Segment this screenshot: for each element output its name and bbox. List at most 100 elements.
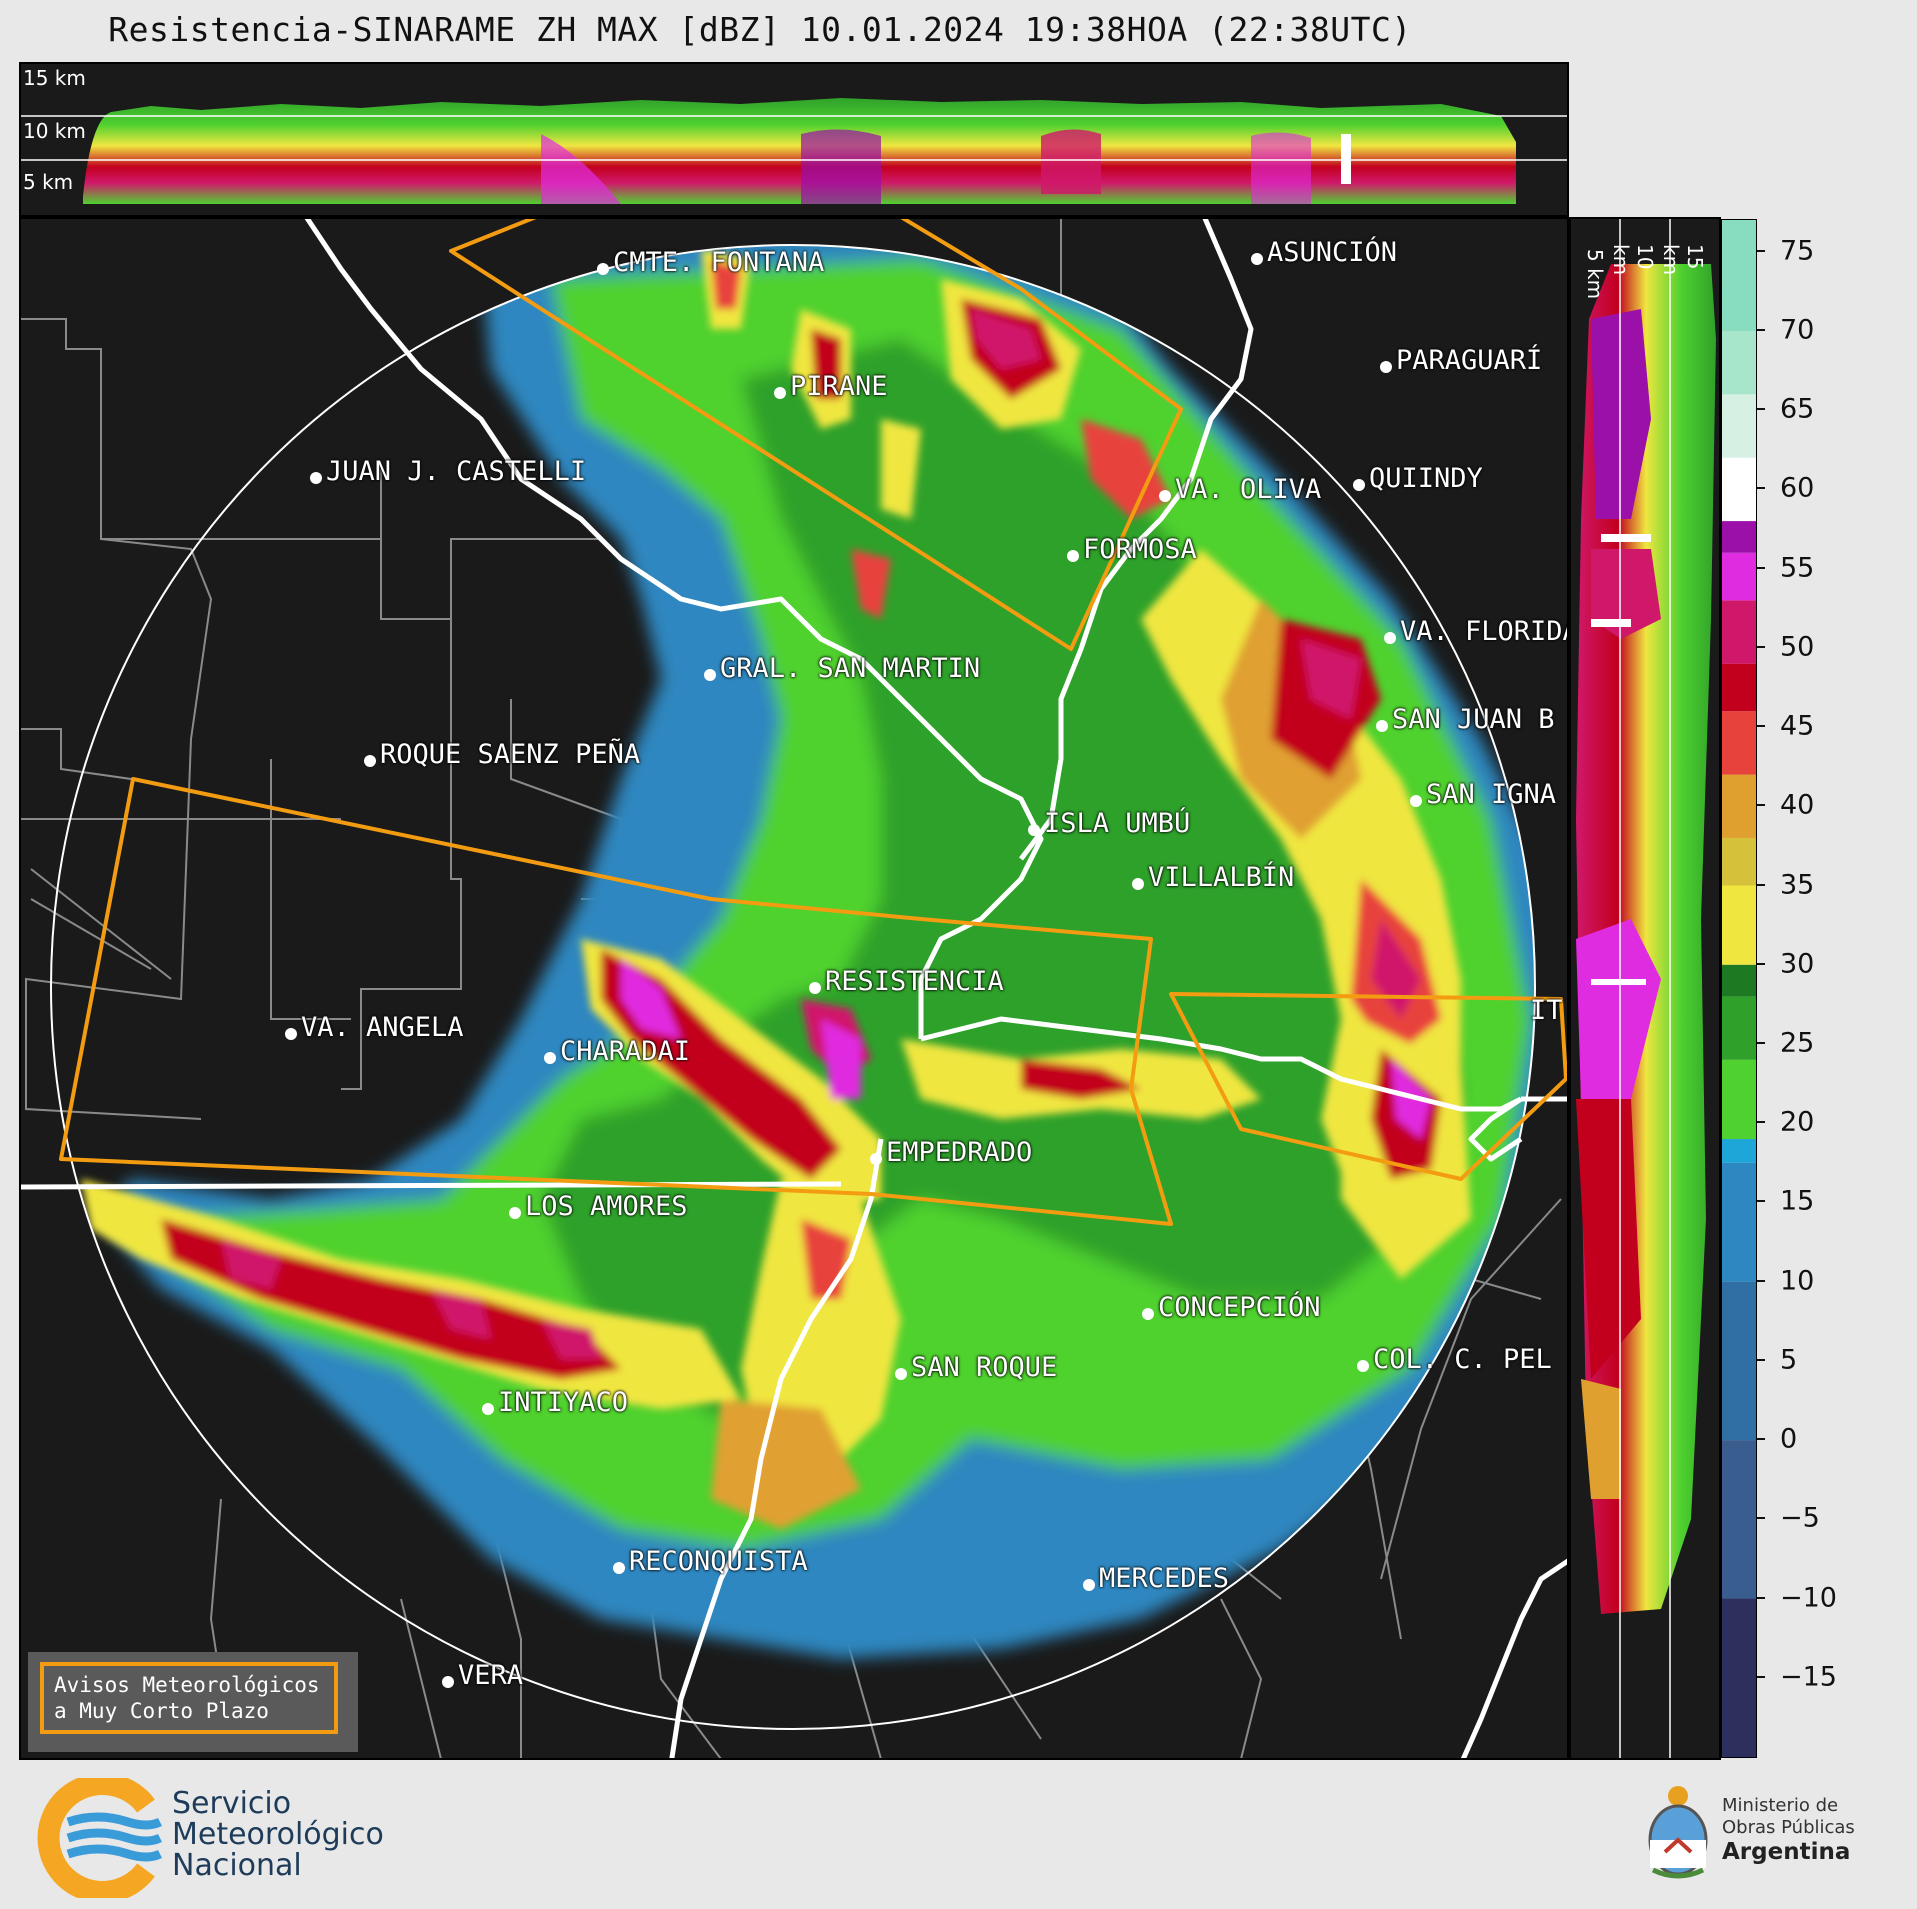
colorbar-tick-label: 50 bbox=[1780, 631, 1815, 663]
city-dot bbox=[1251, 253, 1263, 265]
city-dot bbox=[544, 1052, 556, 1064]
city-dot bbox=[1353, 479, 1365, 491]
colorbar-tick-mark bbox=[1757, 1596, 1765, 1599]
side-height-label-5: 5 km bbox=[1583, 249, 1607, 300]
colorbar-segment bbox=[1722, 711, 1756, 775]
colorbar-tick-mark bbox=[1757, 1358, 1765, 1361]
smn-line-3: Nacional bbox=[172, 1848, 302, 1883]
colorbar-tick-mark bbox=[1757, 962, 1765, 965]
colorbar-segment bbox=[1722, 1598, 1756, 1757]
city-dot bbox=[1067, 550, 1079, 562]
colorbar-tick-mark bbox=[1757, 408, 1765, 411]
city-dot bbox=[1357, 1360, 1369, 1372]
colorbar-segment bbox=[1722, 1162, 1756, 1282]
smn-line-1: Servicio bbox=[172, 1786, 292, 1821]
colorbar-tick-mark bbox=[1757, 328, 1765, 331]
range-ring bbox=[50, 244, 1536, 1730]
warning-legend-frame: Avisos Meteorológicos a Muy Corto Plazo bbox=[40, 1662, 338, 1734]
city-label-formosa: FORMOSA bbox=[1083, 534, 1197, 565]
city-dot bbox=[597, 263, 609, 275]
city-dot bbox=[1083, 1579, 1095, 1591]
colorbar-segment bbox=[1722, 996, 1756, 1060]
colorbar-gradient bbox=[1722, 220, 1756, 1757]
city-dot bbox=[1159, 490, 1171, 502]
city-label-san-juan-b: SAN JUAN B bbox=[1392, 704, 1555, 735]
city-dot bbox=[895, 1368, 907, 1380]
city-label-pirane: PIRANE bbox=[790, 371, 888, 402]
colorbar-tick-label: 45 bbox=[1780, 710, 1815, 742]
colorbar-tick-label: 5 bbox=[1780, 1344, 1798, 1376]
ministry-logo-text: Ministerio de Obras Públicas Argentina bbox=[1722, 1795, 1855, 1865]
warning-polygon-east bbox=[1169, 992, 1567, 1181]
colorbar-segment bbox=[1722, 885, 1756, 965]
city-label-roque-saenz-pena: ROQUE SAENZ PEÑA bbox=[380, 739, 641, 770]
smn-line-2: Meteorológico bbox=[172, 1817, 384, 1852]
city-dot bbox=[509, 1207, 521, 1219]
top-cross-section: 15 km 10 km 5 km bbox=[19, 62, 1569, 217]
city-dot bbox=[704, 669, 716, 681]
city-label-empedrado: EMPEDRADO bbox=[886, 1137, 1033, 1168]
colorbar-tick-label: 10 bbox=[1780, 1265, 1815, 1297]
colorbar-segment bbox=[1722, 1440, 1756, 1599]
colorbar-tick-label: 40 bbox=[1780, 789, 1815, 821]
city-label-villalbin: VILLALBÍN bbox=[1148, 862, 1295, 893]
top-height-label-10: 10 km bbox=[23, 119, 86, 143]
city-label-isla-umbu: ISLA UMBÚ bbox=[1044, 808, 1191, 839]
colorbar-tick-label: 30 bbox=[1780, 948, 1815, 980]
colorbar-tick-mark bbox=[1757, 566, 1765, 569]
top-height-label-15: 15 km bbox=[23, 66, 86, 90]
city-dot bbox=[870, 1153, 882, 1165]
colorbar-tick-label: 70 bbox=[1780, 314, 1815, 346]
city-label-juan-j-castelli: JUAN J. CASTELLI bbox=[326, 456, 587, 487]
colorbar-segment bbox=[1722, 394, 1756, 458]
colorbar-segment bbox=[1722, 774, 1756, 838]
colorbar-segment bbox=[1722, 457, 1756, 522]
warning-polygon-north bbox=[449, 219, 1183, 651]
colorbar-tick-mark bbox=[1757, 804, 1765, 807]
city-label-san-roque: SAN ROQUE bbox=[911, 1352, 1058, 1383]
city-dot bbox=[1380, 361, 1392, 373]
colorbar-segment bbox=[1722, 1139, 1756, 1163]
colorbar-tick-label: 25 bbox=[1780, 1027, 1815, 1059]
city-dot bbox=[310, 472, 322, 484]
ministry-shield-icon bbox=[1648, 1786, 1708, 1879]
city-label-asuncion: ASUNCIÓN bbox=[1267, 237, 1398, 268]
city-label-va-oliva: VA. OLIVA bbox=[1175, 474, 1322, 505]
colorbar-tick-mark bbox=[1757, 1675, 1765, 1678]
colorbar-segment bbox=[1722, 330, 1756, 395]
city-label-paraguari: PARAGUARÍ bbox=[1396, 345, 1543, 376]
side-cross-section: 5 km 10 km 15 km bbox=[1569, 217, 1721, 1760]
smn-logo-text: Servicio Meteorológico Nacional bbox=[172, 1788, 384, 1881]
colorbar-tick-mark bbox=[1757, 883, 1765, 886]
colorbar-tick-mark bbox=[1757, 1200, 1765, 1203]
colorbar-tick-mark bbox=[1757, 487, 1765, 490]
colorbar-tick-label: 60 bbox=[1780, 472, 1815, 504]
city-label-va-angela: VA. ANGELA bbox=[301, 1012, 464, 1043]
colorbar-tick-mark bbox=[1757, 1041, 1765, 1044]
city-label-concepcion: CONCEPCIÓN bbox=[1158, 1292, 1321, 1323]
radar-map-image bbox=[21, 219, 1567, 1758]
colorbar-tick-label: 35 bbox=[1780, 869, 1815, 900]
city-dot bbox=[1376, 720, 1388, 732]
colorbar-segment bbox=[1722, 1281, 1756, 1441]
city-dot bbox=[1028, 824, 1040, 836]
city-label-quiindy: QUIINDY bbox=[1369, 463, 1483, 494]
colorbar-tick-mark bbox=[1757, 249, 1765, 252]
colorbar-tick-label: −10 bbox=[1780, 1582, 1837, 1614]
colorbar-tick-label: 65 bbox=[1780, 393, 1815, 425]
smn-logo-icon bbox=[37, 1778, 163, 1898]
colorbar-segment bbox=[1722, 220, 1756, 331]
city-dot bbox=[482, 1403, 494, 1415]
city-dot bbox=[1384, 632, 1396, 644]
colorbar-tick-mark bbox=[1757, 1279, 1765, 1282]
city-label-it: IT bbox=[1530, 995, 1563, 1026]
city-dot bbox=[442, 1676, 454, 1688]
colorbar-segment bbox=[1722, 1059, 1756, 1140]
ministry-line-3: Argentina bbox=[1722, 1839, 1851, 1865]
colorbar-segment bbox=[1722, 964, 1756, 997]
colorbar-segment bbox=[1722, 600, 1756, 664]
colorbar-segment bbox=[1722, 837, 1756, 886]
side-cross-section-image bbox=[1576, 219, 1716, 1758]
chart-title: Resistencia-SINARAME ZH MAX [dBZ] 10.01.… bbox=[108, 10, 1412, 49]
city-dot bbox=[1410, 795, 1422, 807]
